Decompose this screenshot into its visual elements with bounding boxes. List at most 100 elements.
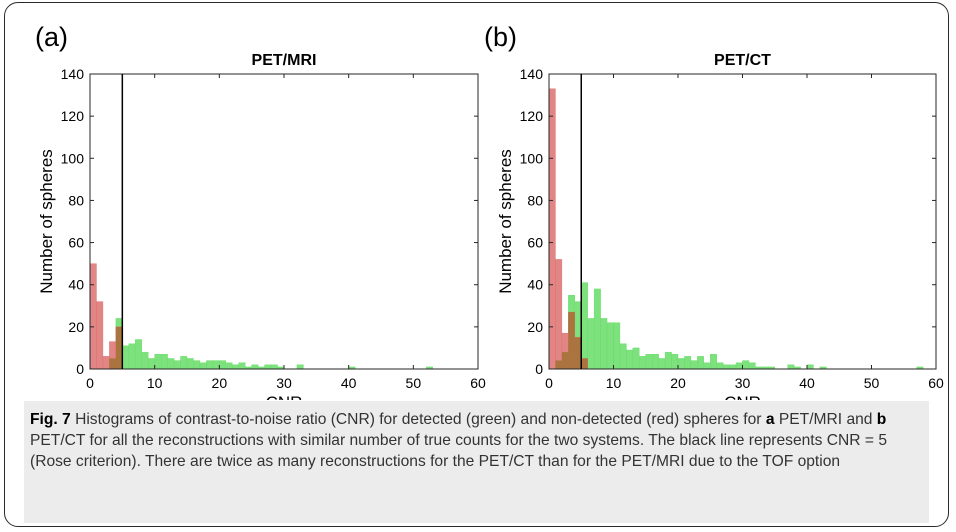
caption-part2: PET/MRI and: [774, 411, 877, 428]
panel-b-bar-detected: [697, 356, 704, 370]
panel-b-bar-detected: [619, 343, 627, 370]
panel-b-bar-detected: [690, 360, 698, 370]
panel-a-y-tick-label: 40: [68, 277, 84, 293]
panel-a-bar-detected: [154, 354, 162, 370]
panel-b-bar-detected: [613, 322, 621, 370]
panel-b-bar-non-detected: [555, 259, 563, 370]
panel-a-axes-box: [89, 73, 479, 370]
panel-b-bar-overlap: [574, 337, 582, 369]
panel-a-y-axis-label: Number of spheres: [37, 149, 56, 294]
panel-b-y-tick-label: 80: [527, 192, 543, 208]
panel-a-bar-overlap: [109, 358, 116, 369]
panel-b-title: PET/CT: [714, 52, 771, 69]
panel-a-bar-detected: [186, 358, 194, 370]
panel-b-bar-detected: [600, 318, 608, 370]
panel-a-bar-detected: [193, 360, 201, 370]
panel-a-x-tick-label: 40: [341, 375, 357, 391]
panel-a-bar-detected: [212, 360, 220, 370]
panel-b-y-tick-label: 100: [520, 150, 544, 166]
charts-canvas: 0102030405060020406080100120140PET/MRICN…: [37, 52, 944, 400]
panel-b-bar-detected: [710, 354, 717, 370]
panel-a-bar-detected: [135, 339, 142, 370]
panel-a-bar-detected: [206, 360, 214, 370]
panel-b-bar-overlap: [568, 312, 575, 369]
panel-b-bar-detected: [722, 364, 730, 370]
panel-b-x-tick-label: 30: [735, 375, 751, 391]
panel-b-y-tick-label: 0: [535, 361, 543, 377]
panel-b-bar-detected: [593, 288, 601, 370]
panel-b-bar-detected: [671, 354, 679, 370]
panel-b-bar-detected: [632, 347, 640, 370]
panel-a-y-tick-label: 120: [61, 108, 85, 124]
panel-b-bar-detected: [664, 351, 672, 370]
panel-a-bar-non-detected: [96, 301, 104, 370]
caption-part1: Histograms of contrast-to-noise ratio (C…: [70, 411, 766, 428]
panel-a-y-tick-label: 80: [68, 192, 84, 208]
panel-a-y-tick-label: 20: [68, 319, 84, 335]
panel-b-bar-detected: [729, 364, 737, 370]
panel-b-bar-detected: [735, 362, 743, 370]
caption-b-label: b: [876, 411, 887, 428]
caption-a-label: a: [765, 411, 775, 428]
panel-a-x-axis-label: CNR: [266, 393, 303, 400]
panel-b-y-tick-label: 120: [520, 108, 544, 124]
panel-b-bar-detected: [587, 318, 595, 370]
panel-b-bar-detected: [606, 322, 614, 370]
panel-b-y-tick-label: 60: [527, 235, 543, 251]
panel-a-y-tick-label: 100: [61, 150, 85, 166]
panel-a-x-tick-label: 0: [86, 375, 94, 391]
panel-b-bar-detected: [652, 354, 659, 370]
panel-a-bar-detected: [160, 354, 168, 370]
panel-a-x-tick-label: 50: [406, 375, 422, 391]
panel-b-y-tick-label: 40: [527, 277, 543, 293]
panel-a-bar-detected: [264, 364, 272, 370]
panel-b-bar-detected: [716, 362, 724, 370]
panel-a-x-tick-label: 60: [470, 375, 486, 391]
panel-b-x-tick-label: 0: [545, 375, 553, 391]
panel-b-x-axis-label: CNR: [724, 393, 761, 400]
panel-a-bar-detected: [225, 362, 233, 370]
panel-a-label: (a): [35, 22, 68, 52]
panel-b-bar-detected: [658, 358, 666, 370]
panel-b-label: (b): [484, 22, 517, 52]
panel-b-bar-detected: [639, 356, 646, 370]
panel-b-bar-overlap: [561, 352, 569, 369]
panel-b-bar-detected: [742, 360, 750, 370]
panel-b-y-tick-label: 20: [527, 319, 543, 335]
panel-b-bar-overlap: [581, 358, 588, 369]
panel-a-title: PET/MRI: [252, 52, 317, 69]
caption-fig-label: Fig. 7: [30, 411, 71, 428]
caption-part3: PET/CT for all the reconstructions with …: [30, 432, 887, 470]
panel-b-bar-detected: [684, 356, 692, 370]
panel-b-x-tick-label: 40: [799, 375, 815, 391]
panel-a-bar-detected: [238, 362, 246, 370]
panel-b-bar-detected: [645, 354, 653, 370]
panel-a-bar-detected: [199, 362, 207, 370]
panel-a-bar-detected: [128, 343, 136, 370]
panel-a-y-tick-label: 140: [61, 66, 85, 82]
panel-a-x-tick-label: 20: [212, 375, 228, 391]
panel-a-bar-detected: [173, 360, 181, 370]
panel-b-x-tick-label: 50: [864, 375, 880, 391]
panel-a-bar-detected: [122, 345, 130, 370]
panel-a-bar-non-detected: [89, 263, 97, 370]
panel-b-bar-detected: [806, 364, 814, 370]
figure-caption: Fig. 7 Histograms of contrast-to-noise r…: [24, 401, 929, 523]
panel-a-y-tick-label: 0: [76, 361, 84, 377]
panel-a-bar-detected: [232, 364, 239, 370]
panel-a-bar-detected: [219, 360, 226, 370]
panel-b-bar-overlap: [555, 360, 562, 369]
panel-a-bar-overlap: [115, 326, 123, 369]
panel-b-bar-detected: [626, 349, 634, 370]
panel-a-x-tick-label: 10: [147, 375, 163, 391]
panel-b-x-tick-label: 60: [928, 375, 944, 391]
panel-a-bar-detected: [296, 364, 304, 370]
panel-b-bar-detected: [703, 362, 711, 370]
panel-a-bar-non-detected: [102, 356, 110, 370]
panel-a-y-tick-label: 60: [68, 235, 84, 251]
panel-b-bar-detected: [787, 364, 795, 370]
panel-b-x-tick-label: 10: [606, 375, 622, 391]
panel-a-x-tick-label: 30: [276, 375, 292, 391]
panel-b-x-tick-label: 20: [670, 375, 686, 391]
panel-b-y-axis-label: Number of spheres: [496, 149, 515, 294]
